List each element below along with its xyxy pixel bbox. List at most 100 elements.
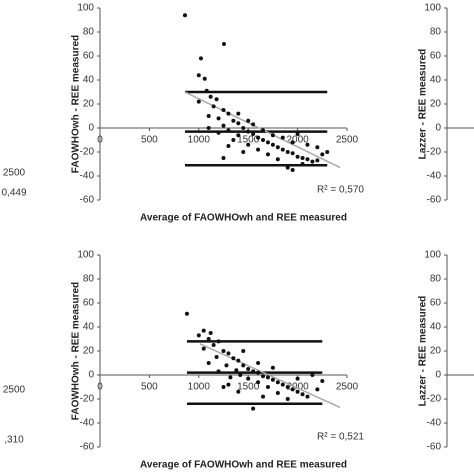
data-point (320, 152, 325, 157)
data-point (246, 367, 251, 371)
x-axis-title: Average of FAOWHOwh and REE measured (140, 213, 347, 224)
data-point (295, 132, 300, 136)
y-tick-label: -40 (80, 418, 95, 429)
data-point (310, 159, 315, 164)
data-point (206, 126, 211, 130)
data-point (256, 380, 261, 385)
data-point (305, 394, 310, 399)
y-tick-label: 20 (430, 99, 442, 110)
y-tick-label: -40 (427, 418, 442, 429)
y-axis-title: FAOWHOwh - REE measured (71, 282, 82, 420)
data-point (310, 373, 315, 377)
data-point (256, 135, 261, 140)
data-point (315, 145, 320, 150)
data-point (300, 392, 305, 397)
y-tick-label: 60 (430, 298, 442, 309)
x-axis-title: Average of FAOWHOwh and REE measured (140, 460, 347, 471)
data-point (261, 374, 266, 379)
trend-line (199, 343, 341, 409)
data-point (251, 406, 256, 411)
data-point (204, 88, 209, 93)
y-tick-label: 0 (435, 370, 441, 381)
data-point (300, 162, 305, 166)
data-point (275, 391, 280, 395)
data-point (270, 133, 275, 138)
data-point (325, 150, 330, 154)
y-tick-label: 80 (430, 274, 442, 285)
y-axis-title: FAOWHOwh - REE measured (71, 35, 82, 173)
data-point (290, 140, 295, 145)
r-squared: 0,449 (1, 188, 26, 199)
data-point (270, 365, 275, 370)
data-point (295, 389, 300, 394)
data-point (315, 158, 320, 163)
data-point (221, 108, 226, 112)
x-tick-label: 2500 (3, 385, 26, 396)
y-axis-title: Lazzer - REE measured (418, 296, 429, 407)
x-tick-label: 1500 (237, 135, 260, 146)
x-tick-label: 500 (141, 135, 158, 146)
data-point (290, 387, 295, 392)
data-point (290, 151, 295, 156)
data-point (221, 42, 226, 46)
data-point (270, 142, 275, 147)
data-point (216, 339, 221, 344)
data-point (231, 356, 236, 361)
data-point (226, 128, 231, 133)
data-point (241, 363, 246, 368)
data-point (206, 114, 211, 118)
data-point (285, 165, 290, 170)
data-point (246, 118, 251, 123)
x-tick-label: 2500 (3, 168, 26, 179)
y-tick-label: -60 (427, 195, 442, 206)
data-point (202, 76, 207, 81)
r-squared: ,310 (4, 435, 24, 446)
data-point (295, 154, 300, 159)
data-point (206, 361, 211, 365)
y-tick-label: 20 (83, 346, 95, 357)
data-point (231, 138, 236, 142)
data-point (221, 123, 226, 128)
x-tick-label: 2500 (336, 135, 359, 146)
y-tick-label: -20 (427, 147, 442, 158)
data-point (208, 331, 213, 335)
data-point (256, 361, 261, 365)
y-tick-label: 100 (424, 3, 441, 14)
data-point (201, 346, 206, 351)
data-point (221, 349, 226, 353)
data-point (214, 355, 219, 359)
x-tick-label: 1500 (237, 382, 260, 393)
y-tick-label: 100 (77, 250, 94, 261)
data-point (236, 358, 241, 363)
data-point (238, 373, 243, 377)
data-point (198, 56, 203, 61)
y-tick-label: 40 (430, 322, 442, 333)
y-tick-label: 60 (83, 298, 95, 309)
data-point (206, 337, 211, 341)
data-point (246, 129, 251, 134)
data-point (251, 369, 256, 374)
x-tick-label: 0 (97, 382, 103, 393)
data-point (295, 376, 300, 381)
data-point (236, 133, 241, 138)
data-point (275, 157, 280, 162)
data-point (261, 138, 266, 142)
y-tick-label: 100 (77, 3, 94, 14)
y-tick-label: -40 (427, 171, 442, 182)
data-point (226, 111, 231, 116)
data-point (224, 363, 229, 368)
data-point (246, 142, 251, 147)
data-point (270, 377, 275, 382)
data-point (241, 150, 246, 154)
data-point (256, 147, 261, 152)
y-tick-label: 80 (83, 274, 95, 285)
y-tick-label: -60 (427, 442, 442, 453)
data-point (305, 142, 310, 147)
y-tick-label: 0 (435, 123, 441, 134)
y-tick-label: 80 (83, 27, 95, 38)
data-point (261, 128, 266, 133)
data-point (236, 111, 241, 116)
data-point (285, 397, 290, 401)
x-tick-label: 1000 (188, 382, 211, 393)
